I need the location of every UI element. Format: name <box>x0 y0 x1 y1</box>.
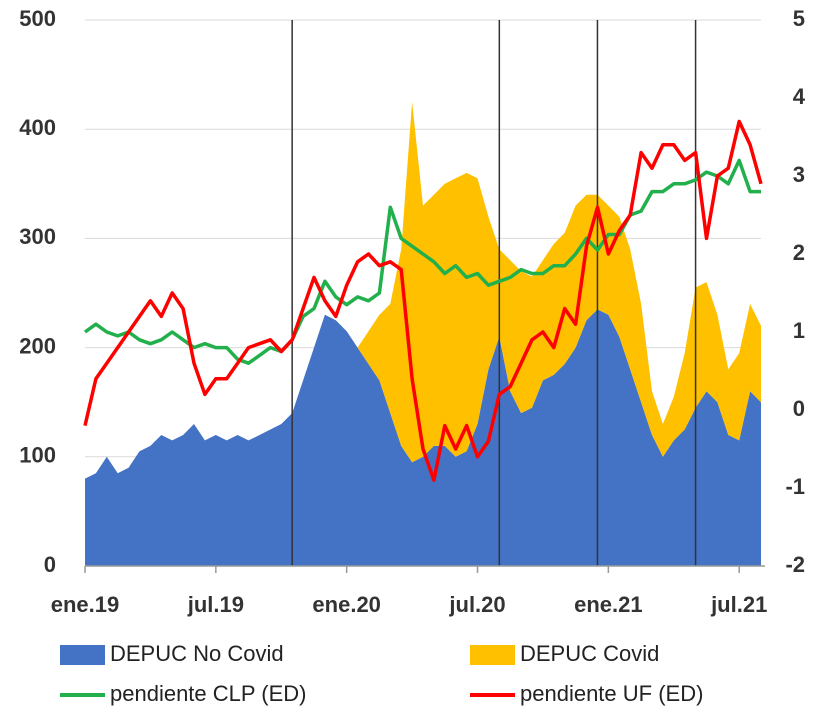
x-tick-label: ene.20 <box>312 592 381 617</box>
area <box>85 101 761 479</box>
y2-tick-label: 3 <box>793 162 805 187</box>
y-tick-label: 400 <box>19 115 56 140</box>
legend-label: pendiente CLP (ED) <box>110 681 307 706</box>
x-tick-label: ene.19 <box>51 592 120 617</box>
legend-label: DEPUC Covid <box>520 641 659 666</box>
y2-tick-label: 0 <box>793 396 805 421</box>
legend-swatch <box>60 645 105 665</box>
y-tick-label: 500 <box>19 6 56 31</box>
legend: DEPUC No Covid DEPUC Covid pendiente CLP (… <box>60 641 703 706</box>
y-tick-label: 300 <box>19 224 56 249</box>
y2-tick-label: 1 <box>793 318 805 343</box>
legend-label: pendiente UF (ED) <box>520 681 703 706</box>
x-tick-label: ene.21 <box>574 592 643 617</box>
x-tick-label: jul.21 <box>710 592 767 617</box>
legend-swatch <box>470 645 515 665</box>
y-tick-label: 200 <box>19 333 56 358</box>
line <box>83 119 763 482</box>
y2-tick-label: 5 <box>793 6 805 31</box>
line <box>83 158 761 365</box>
x-tick-label: jul.19 <box>187 592 244 617</box>
legend-label: DEPUC No Covid <box>110 641 284 666</box>
y2-tick-label: 2 <box>793 240 805 265</box>
y2-tick-label: -2 <box>785 552 805 577</box>
y-tick-label: 100 <box>19 443 56 468</box>
y-tick-label: 0 <box>44 552 56 577</box>
y2-tick-label: -1 <box>785 474 805 499</box>
x-tick-label: jul.20 <box>448 592 505 617</box>
y2-tick-label: 4 <box>793 84 806 109</box>
area <box>85 309 761 566</box>
